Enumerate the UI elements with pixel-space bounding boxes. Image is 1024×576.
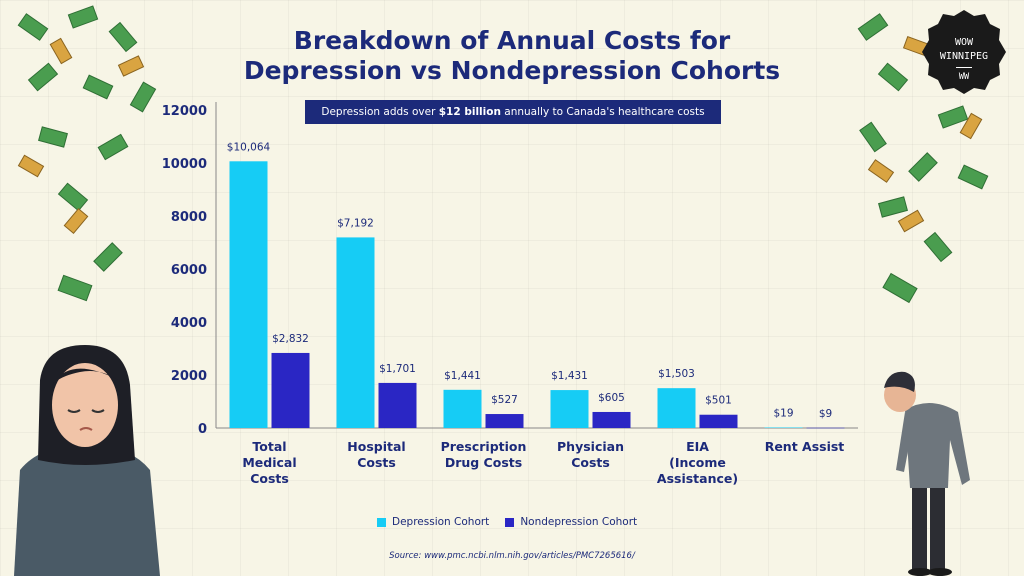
logo-line-1: WOW bbox=[954, 37, 974, 48]
y-tick-label: 12000 bbox=[162, 104, 207, 119]
chart-title-line-2: Depression vs Nondepression Cohorts bbox=[243, 56, 781, 85]
y-tick-label: 6000 bbox=[171, 263, 207, 278]
bar-nondepression bbox=[378, 382, 417, 428]
callout-highlight: $12 billion bbox=[438, 106, 501, 118]
bar-value-label: $1,503 bbox=[658, 368, 695, 380]
money-bills-left bbox=[17, 5, 157, 302]
callout-banner: Depression adds over $12 billion annuall… bbox=[305, 100, 721, 124]
bar-nondepression bbox=[271, 352, 310, 428]
bar-value-label: $7,192 bbox=[337, 217, 374, 229]
bar-value-label: $1,701 bbox=[379, 363, 416, 375]
bar-value-label: $10,064 bbox=[227, 141, 271, 153]
money-bills-right-gold bbox=[867, 35, 983, 233]
x-tick-label: Assistance) bbox=[657, 471, 738, 486]
x-tick-label: Drug Costs bbox=[445, 455, 522, 470]
bar-value-label: $501 bbox=[705, 395, 732, 407]
legend-label-nondepression: Nondepression Cohort bbox=[520, 516, 638, 528]
source-citation: Source: www.pmc.ncbi.nlm.nih.gov/article… bbox=[389, 551, 635, 561]
sad-man-illustration bbox=[884, 371, 970, 576]
y-tick-label: 0 bbox=[198, 422, 207, 437]
x-tick-label: Medical bbox=[242, 455, 296, 470]
x-tick-label: Rent Assist bbox=[765, 439, 845, 454]
x-tick-label: Hospital bbox=[347, 439, 405, 454]
bar-nondepression bbox=[592, 411, 631, 428]
y-tick-label: 8000 bbox=[171, 210, 207, 225]
x-tick-label: Costs bbox=[357, 455, 396, 470]
bar-depression bbox=[229, 161, 268, 428]
bar-value-label: $19 bbox=[773, 407, 793, 419]
chart-title: Breakdown of Annual Costs for Depression… bbox=[0, 26, 1024, 86]
legend-item-depression: Depression Cohort bbox=[377, 516, 489, 528]
bar-depression bbox=[443, 389, 482, 428]
bar-value-label: $1,431 bbox=[551, 370, 588, 382]
x-tick-label: Total bbox=[252, 439, 286, 454]
bar-value-label: $2,832 bbox=[272, 333, 309, 345]
y-tick-label: 2000 bbox=[171, 369, 207, 384]
callout-suffix: annually to Canada's healthcare costs bbox=[500, 106, 705, 118]
logo-divider bbox=[956, 67, 972, 68]
logo-line-2: WINNIPEG bbox=[939, 51, 989, 62]
sad-woman-illustration bbox=[14, 345, 160, 576]
wow-winnipeg-logo bbox=[922, 10, 1006, 94]
x-tick-label: Costs bbox=[250, 471, 289, 486]
bar-depression bbox=[764, 427, 803, 428]
x-tick-label: (Income bbox=[669, 455, 726, 470]
bar-value-label: $605 bbox=[598, 392, 625, 404]
callout-prefix: Depression adds over bbox=[321, 106, 439, 118]
bar-nondepression bbox=[699, 414, 738, 428]
bar-value-label: $1,441 bbox=[444, 370, 481, 382]
bar-value-label: $9 bbox=[819, 408, 832, 420]
bar-depression bbox=[657, 388, 696, 428]
x-tick-label: EIA bbox=[686, 439, 709, 454]
legend-swatch-nondepression bbox=[505, 517, 515, 527]
legend-swatch-depression bbox=[377, 517, 386, 527]
money-bills-left-gold bbox=[17, 37, 145, 234]
y-tick-label: 4000 bbox=[171, 316, 207, 331]
logo-text: WOW WINNIPEG WW bbox=[922, 10, 1006, 94]
bar-depression bbox=[336, 237, 375, 428]
chart-title-line-1: Breakdown of Annual Costs for bbox=[293, 26, 731, 55]
bar-nondepression bbox=[806, 427, 845, 429]
x-tick-label: Costs bbox=[571, 455, 610, 470]
chart-legend: Depression Cohort Nondepression Cohort bbox=[377, 516, 637, 528]
x-tick-label: Prescription bbox=[441, 439, 527, 454]
x-tick-label: Physician bbox=[557, 439, 624, 454]
bar-value-label: $527 bbox=[491, 394, 518, 406]
y-tick-label: 10000 bbox=[162, 157, 207, 172]
money-bills-right bbox=[857, 13, 989, 304]
legend-item-nondepression: Nondepression Cohort bbox=[505, 516, 637, 528]
logo-line-3: WW bbox=[958, 72, 970, 82]
legend-label-depression: Depression Cohort bbox=[392, 516, 490, 528]
bar-depression bbox=[550, 390, 589, 428]
bar-nondepression bbox=[485, 414, 524, 428]
